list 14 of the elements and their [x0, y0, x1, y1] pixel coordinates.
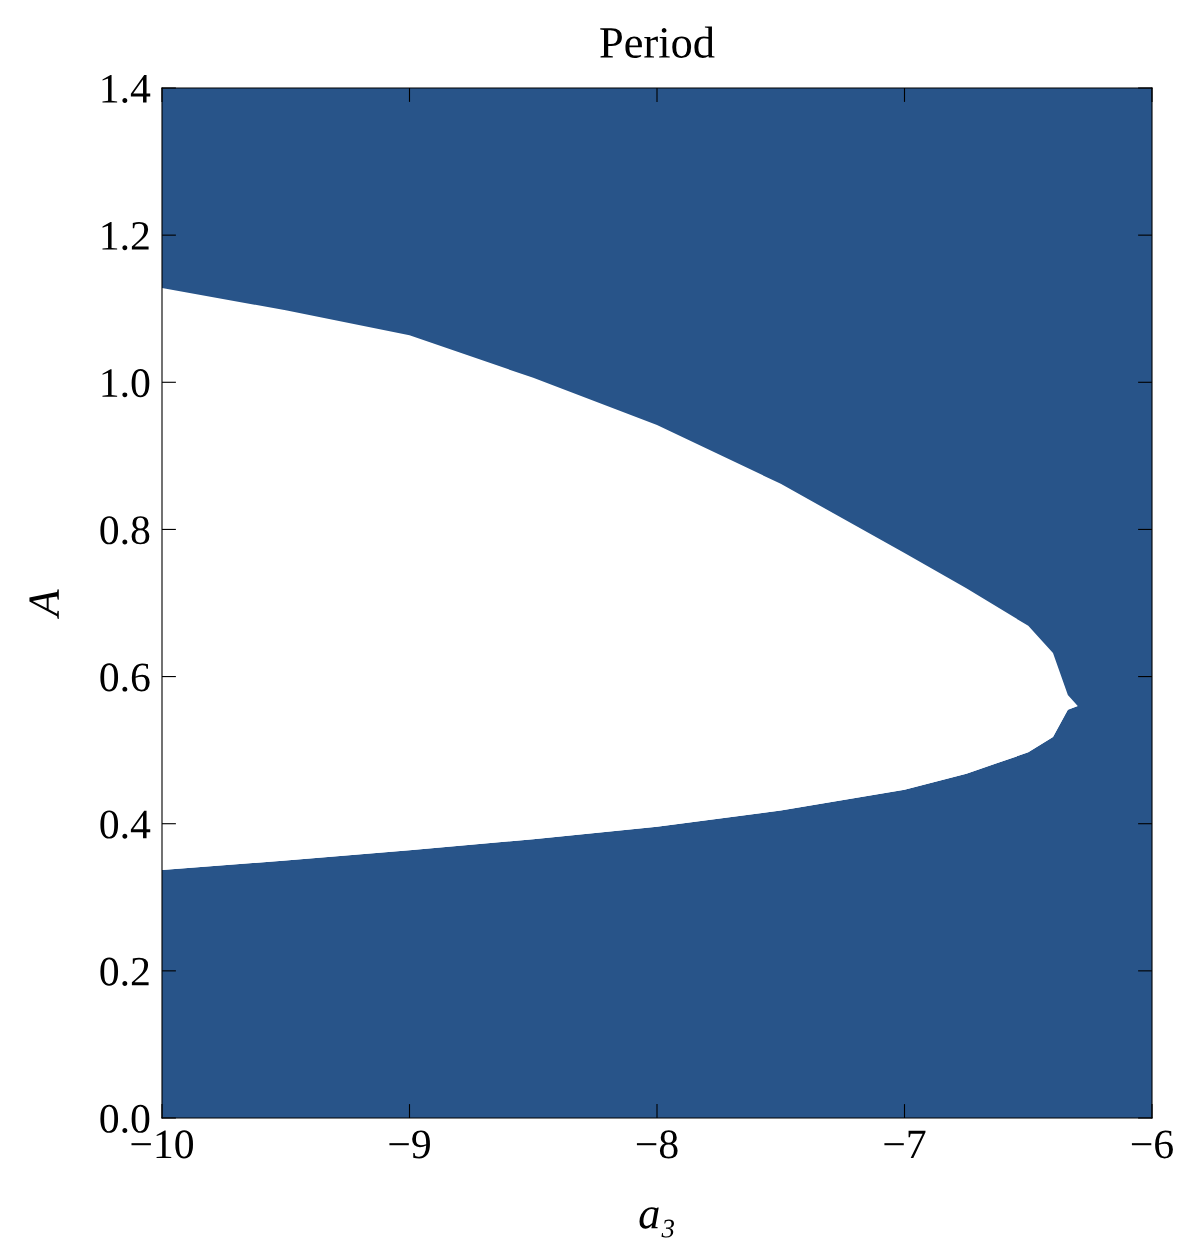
x-tick-label: −8	[636, 1130, 678, 1159]
y-axis-title: A	[29, 589, 59, 619]
y-tick-label: 1.4	[102, 74, 151, 104]
x-tick-label: −9	[389, 1130, 430, 1159]
x-tick-label: −6	[1131, 1130, 1173, 1159]
y-tick-label: 1.0	[102, 369, 150, 398]
y-tick-label: 0.2	[100, 957, 149, 986]
x-tick-label: −7	[884, 1130, 926, 1159]
y-tick-label: 0.6	[100, 663, 150, 692]
chart-title: Period	[600, 26, 715, 58]
x-axis-title: a₃	[639, 1207, 674, 1238]
y-tick-label: 1.2	[102, 222, 149, 251]
y-tick-label: 0.4	[100, 810, 151, 839]
y-tick-label: 0.8	[100, 516, 150, 545]
